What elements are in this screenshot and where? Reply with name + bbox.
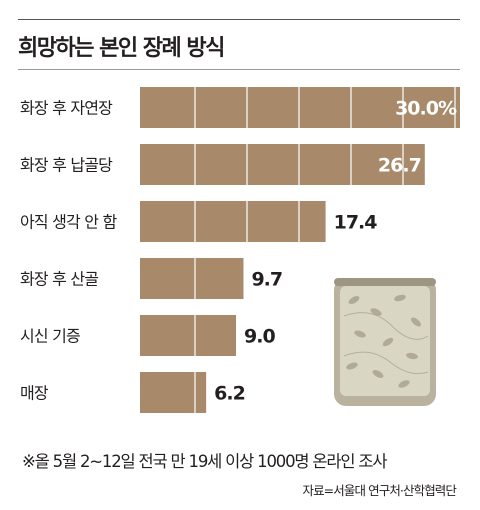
value-label: 9.0 <box>244 326 275 348</box>
category-label: 화장 후 자연장 <box>20 99 113 118</box>
category-label: 매장 <box>20 384 49 403</box>
bar <box>140 201 326 242</box>
source-credit: 자료=서울대 연구처·산학협력단 <box>302 483 456 498</box>
value-label: 17.4 <box>334 212 378 234</box>
bar <box>140 372 207 413</box>
category-label: 시신 기증 <box>20 327 80 346</box>
bar-chart: 화장 후 자연장 30.0% 화장 후 납골당 26.7 아직 생각 안 함 17.4 화장… <box>20 87 460 413</box>
bar <box>140 87 460 128</box>
category-label: 화장 후 납골당 <box>20 156 113 175</box>
value-label: 6.2 <box>214 383 245 405</box>
category-label: 화장 후 산골 <box>20 270 98 289</box>
bar <box>140 258 244 299</box>
bar <box>140 144 425 185</box>
value-label: 26.7 <box>378 155 421 177</box>
chart-title: 희망하는 본인 장례 방식 <box>18 36 225 61</box>
bar <box>140 315 236 356</box>
survey-note: ※올 5월 2~12일 전국 만 19세 이상 1000명 온라인 조사 <box>22 452 388 471</box>
cremation-urn-icon <box>334 278 436 406</box>
title-divider <box>18 69 460 70</box>
value-label: 30.0% <box>395 98 457 120</box>
category-label: 아직 생각 안 함 <box>20 213 117 232</box>
top-rule <box>18 19 460 20</box>
value-label: 9.7 <box>251 269 282 291</box>
